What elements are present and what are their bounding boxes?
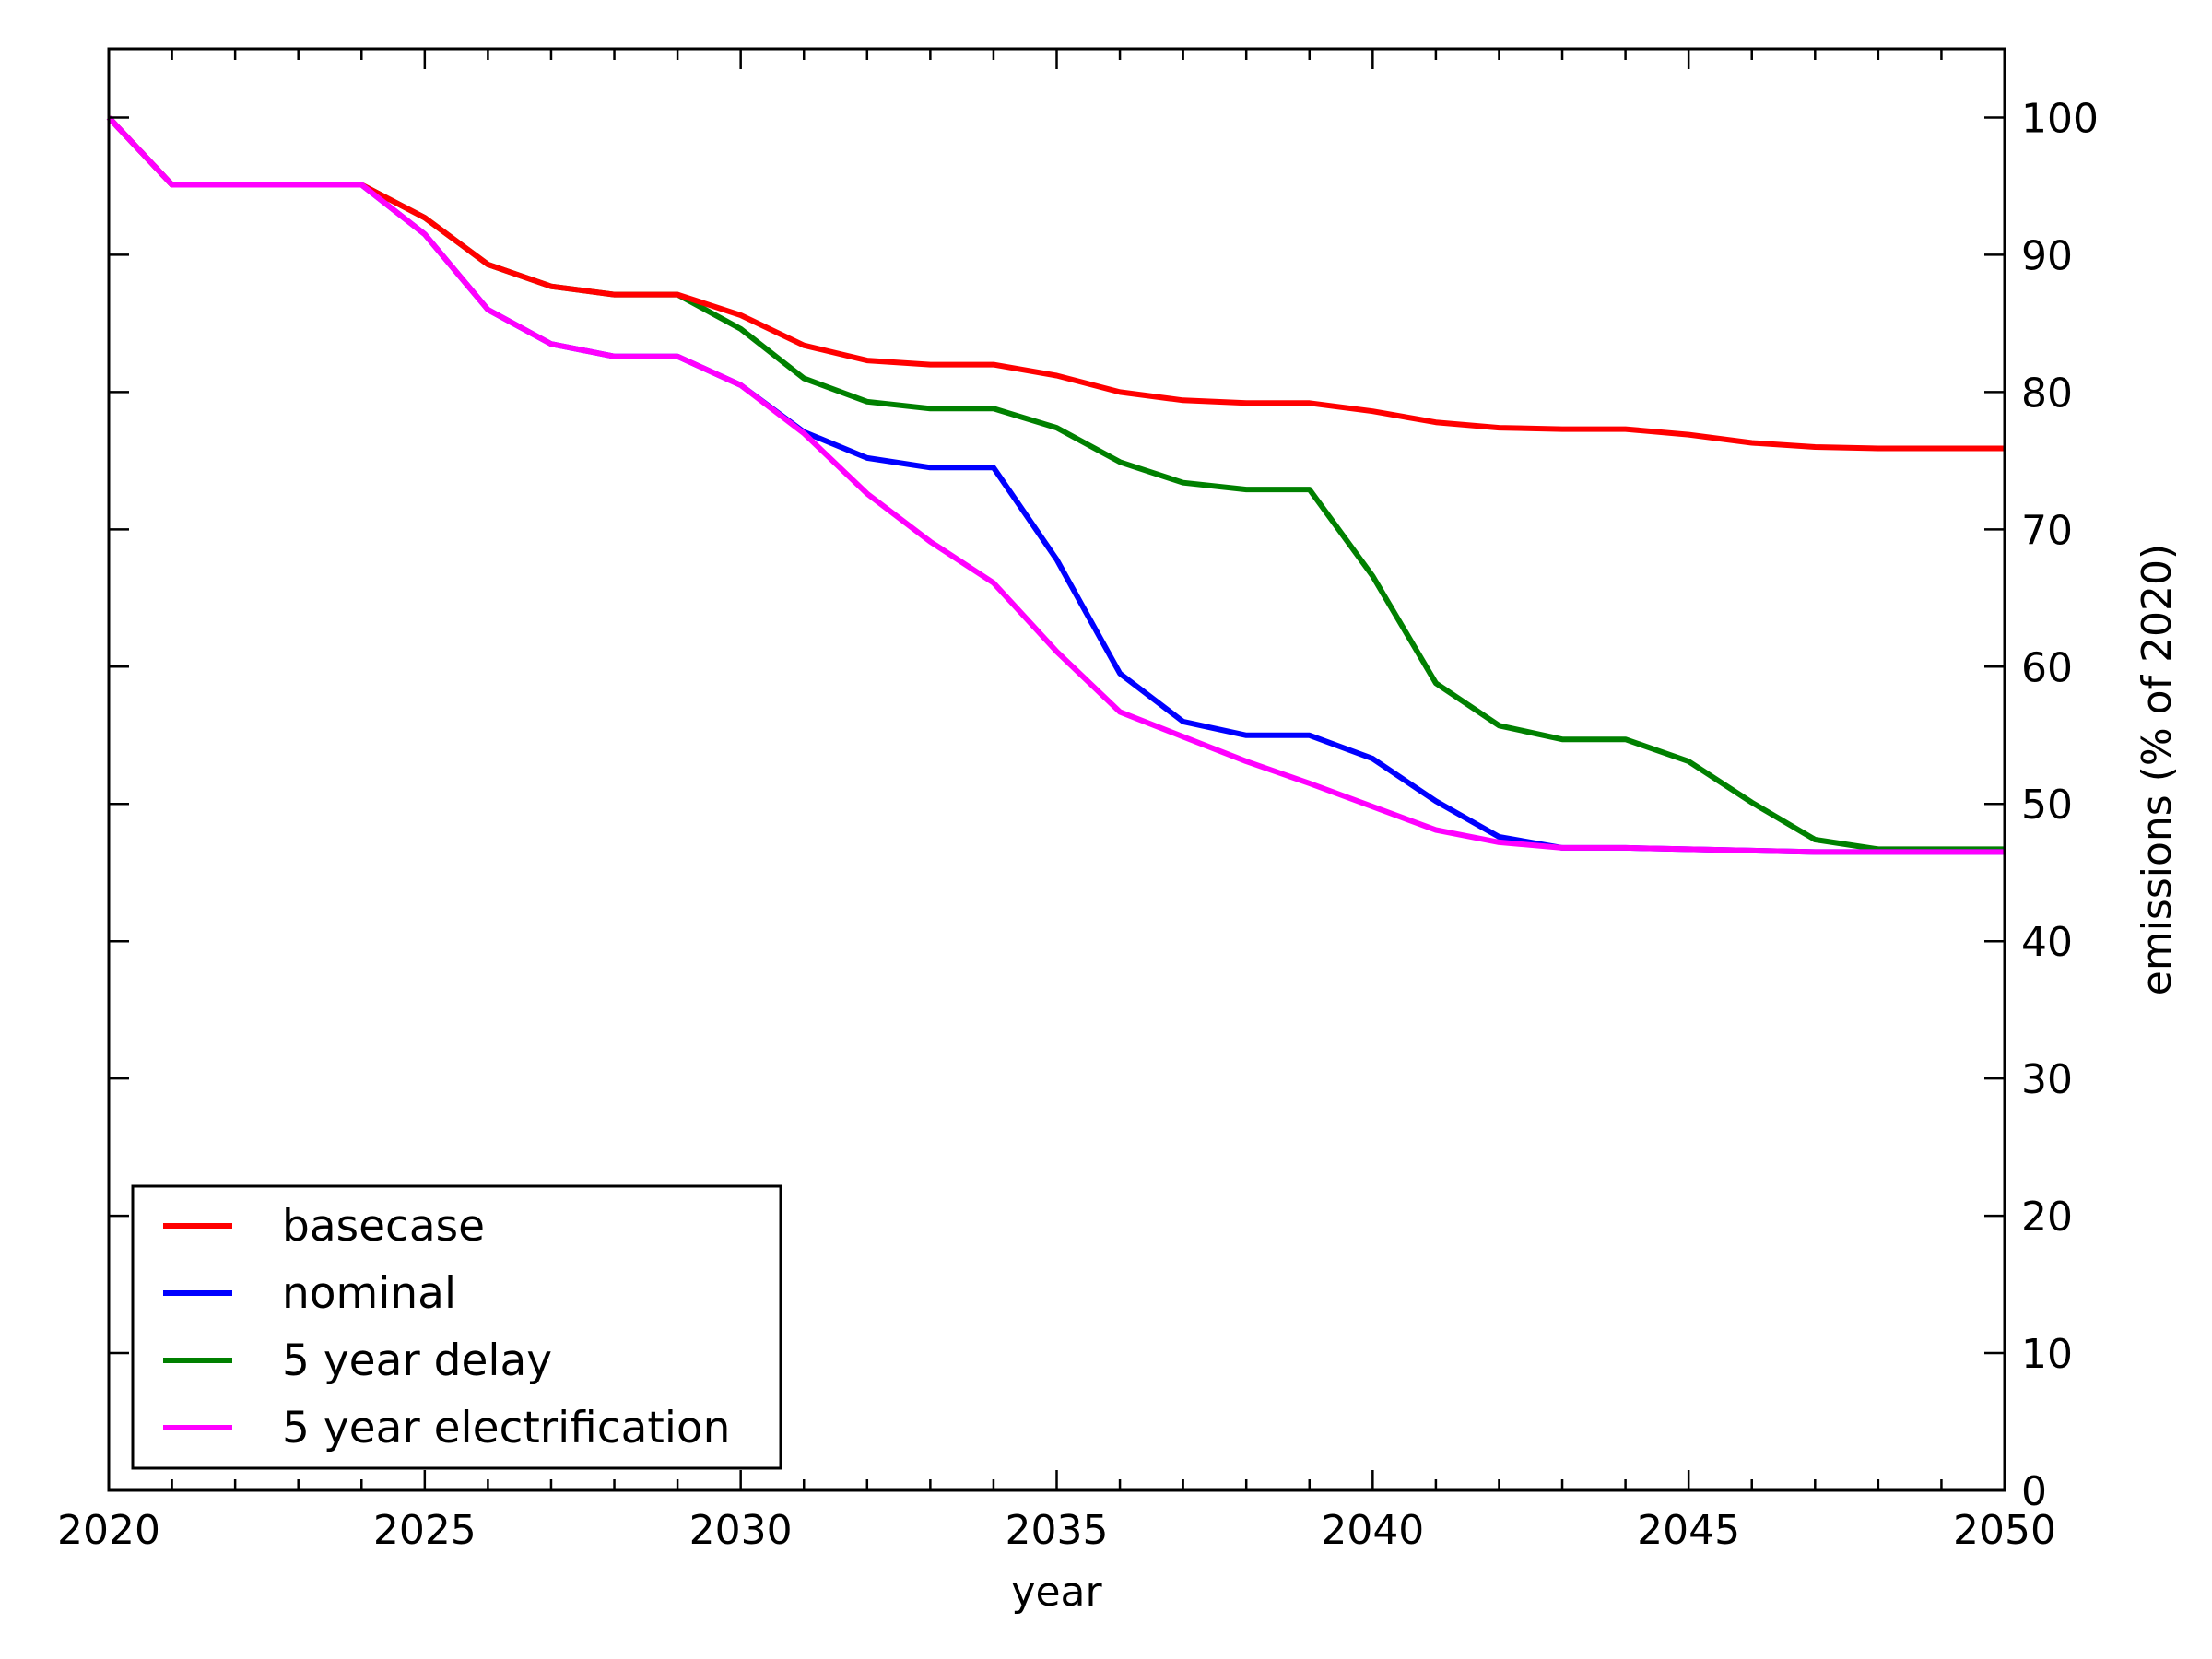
y-tick-label: 0: [2021, 1468, 2047, 1515]
y-tick-label: 70: [2021, 507, 2073, 554]
x-tick-label: 2045: [1637, 1507, 1740, 1554]
legend-box: [131, 1184, 782, 1470]
legend-label-3: 5 year electrification: [282, 1403, 730, 1453]
axis-ticks: [107, 49, 2006, 1492]
y-tick-label: 30: [2021, 1056, 2073, 1103]
y-tick-label: 10: [2021, 1331, 2073, 1378]
x-tick-labels: 2020 2025 2030 2035 2040 2045 2050: [57, 1507, 2056, 1554]
y-axis-title: emissions (% of 2020): [2134, 544, 2181, 995]
series-line-2: [106, 115, 2005, 853]
legend-label-0: basecase: [282, 1201, 485, 1252]
x-tick-label: 2035: [1006, 1507, 1109, 1554]
y-tick-label: 50: [2021, 782, 2073, 829]
x-tick-label: 2030: [689, 1507, 793, 1554]
y-tick-label: 40: [2021, 919, 2073, 966]
series-line-3: [106, 115, 2005, 855]
y-tick-label: 20: [2021, 1194, 2073, 1241]
x-tick-label: 2025: [373, 1507, 477, 1554]
x-tick-label: 2040: [1321, 1507, 1424, 1554]
x-tick-label: 2050: [1953, 1507, 2056, 1554]
series-lines: [106, 115, 2005, 855]
series-line-1: [106, 115, 2005, 855]
x-axis-title: year: [1011, 1569, 1102, 1616]
legend-label-1: nominal: [282, 1268, 456, 1319]
legend-label-2: 5 year delay: [282, 1335, 552, 1386]
series-line-0: [106, 115, 2005, 452]
y-tick-label: 90: [2021, 232, 2073, 279]
x-tick-label: 2020: [57, 1507, 160, 1554]
y-tick-label: 60: [2021, 644, 2073, 691]
y-tick-label: 80: [2021, 370, 2073, 417]
y-tick-labels: 0 10 20 30 40 50 60 70 80 90 100: [2021, 95, 2099, 1515]
y-tick-label: 100: [2021, 95, 2099, 142]
legend: basecase nominal 5 year delay 5 year electr…: [131, 1184, 782, 1470]
